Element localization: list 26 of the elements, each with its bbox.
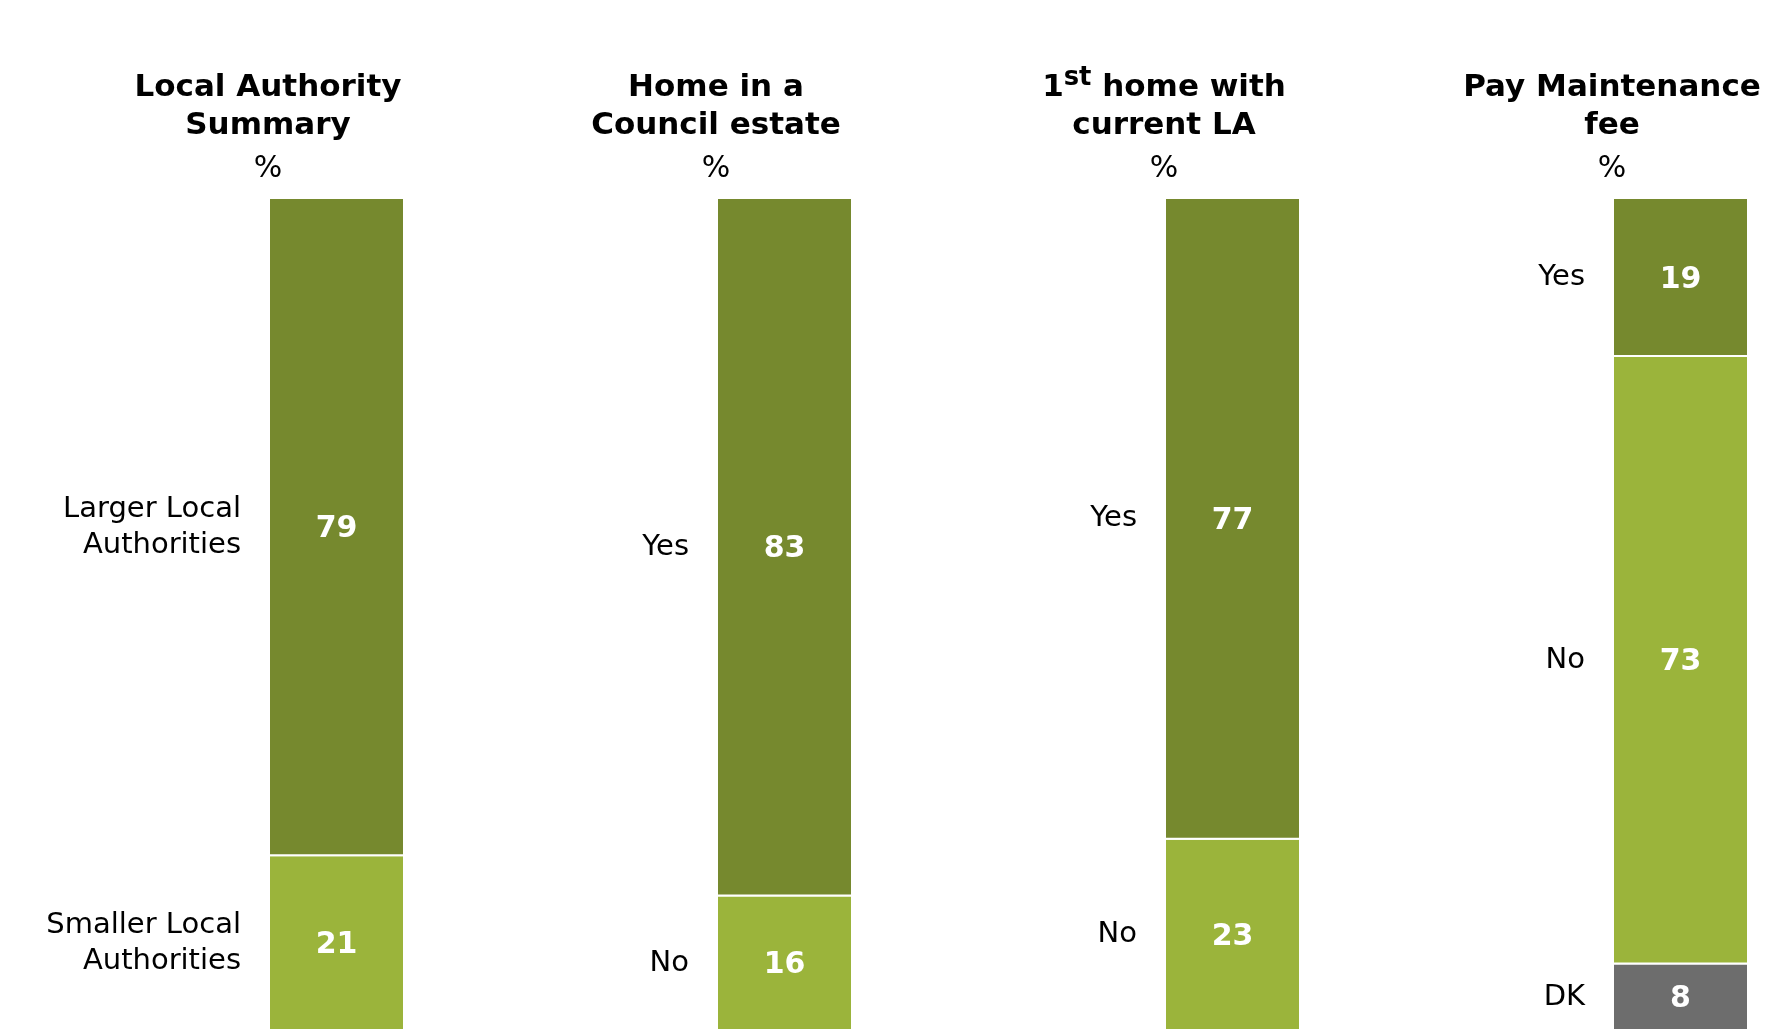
chart-title: Local Authority Summary <box>133 66 403 142</box>
series-label: Yes <box>1537 258 1585 293</box>
chart-title: Home in a Council estate <box>590 66 842 142</box>
data-label: 21 <box>315 925 358 961</box>
data-label: 73 <box>1659 642 1702 678</box>
series-label: No <box>649 943 689 978</box>
data-label: 23 <box>1211 916 1254 952</box>
data-label: 77 <box>1211 500 1254 536</box>
data-label: 16 <box>763 945 806 981</box>
series-label: DK <box>1543 977 1586 1012</box>
series-label: Smaller Local Authorities <box>46 905 241 976</box>
data-label: 83 <box>763 529 806 565</box>
chart-subtitle: % <box>252 149 284 184</box>
data-label: 19 <box>1659 259 1702 295</box>
series-label: Yes <box>1089 499 1137 534</box>
data-label: 79 <box>315 509 358 545</box>
data-label: 8 <box>1670 979 1691 1015</box>
series-label: Larger Local Authorities <box>63 489 241 560</box>
chart-subtitle: % <box>1596 149 1628 184</box>
chart-subtitle: % <box>700 149 732 184</box>
series-label: No <box>1097 915 1137 950</box>
series-label: Yes <box>641 527 689 562</box>
chart-subtitle: % <box>1148 149 1180 184</box>
chart-title: 1$^{st}$ home with current LA <box>1041 59 1287 142</box>
chart-title: Pay Maintenance fee <box>1462 66 1762 142</box>
series-label: No <box>1545 640 1585 675</box>
